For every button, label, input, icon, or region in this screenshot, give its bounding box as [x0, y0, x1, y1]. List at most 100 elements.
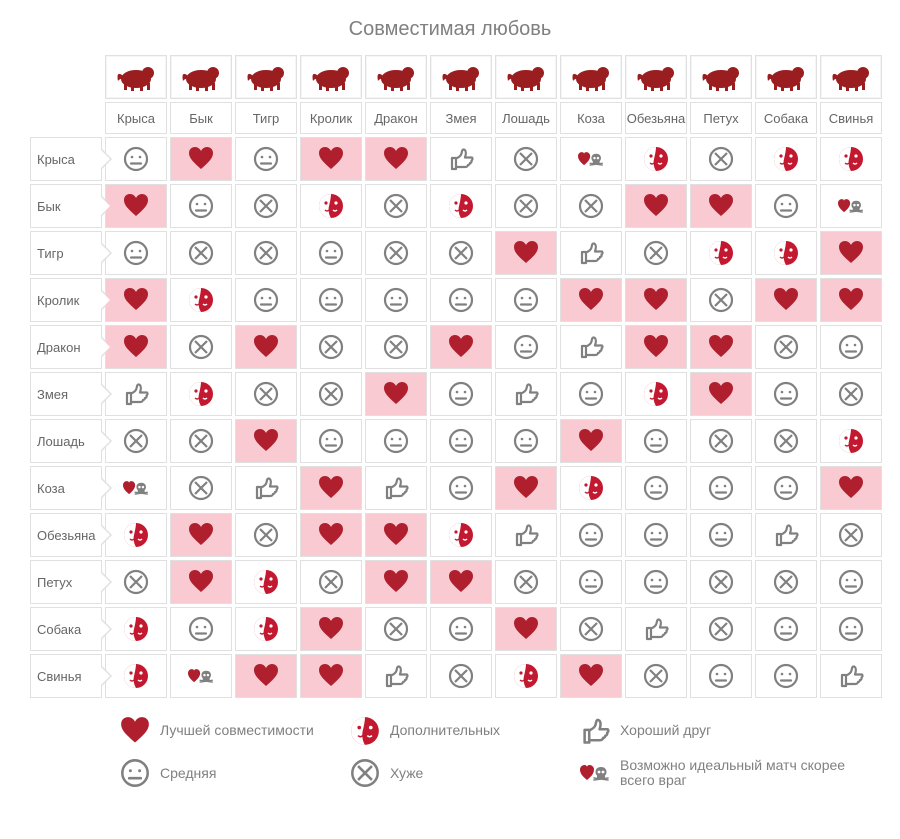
cell-8-11: [820, 513, 882, 557]
cell-9-9: [690, 560, 752, 604]
cell-4-5: [430, 325, 492, 369]
cell-11-2: [235, 654, 297, 698]
cell-4-4: [365, 325, 427, 369]
cell-0-8: [625, 137, 687, 181]
cell-0-4: [365, 137, 427, 181]
cell-9-1: [170, 560, 232, 604]
cell-1-8: [625, 184, 687, 228]
cell-11-8: [625, 654, 687, 698]
col-label-10: Собака: [755, 102, 817, 134]
cell-5-0: [105, 372, 167, 416]
cell-10-0: [105, 607, 167, 651]
cell-3-0: [105, 278, 167, 322]
cell-5-3: [300, 372, 362, 416]
cell-0-9: [690, 137, 752, 181]
cell-9-11: [820, 560, 882, 604]
col-icon-1: [170, 55, 232, 99]
cell-0-11: [820, 137, 882, 181]
cell-1-6: [495, 184, 557, 228]
cell-5-1: [170, 372, 232, 416]
legend-neutral: Средняя: [120, 758, 340, 789]
cell-3-9: [690, 278, 752, 322]
cell-11-6: [495, 654, 557, 698]
col-icon-5: [430, 55, 492, 99]
cell-6-9: [690, 419, 752, 463]
cell-5-2: [235, 372, 297, 416]
col-icon-10: [755, 55, 817, 99]
col-label-5: Змея: [430, 102, 492, 134]
cell-3-8: [625, 278, 687, 322]
col-label-3: Кролик: [300, 102, 362, 134]
row-label-3: Кролик: [30, 278, 102, 322]
cell-3-6: [495, 278, 557, 322]
col-label-9: Петух: [690, 102, 752, 134]
cell-8-7: [560, 513, 622, 557]
cell-8-9: [690, 513, 752, 557]
row-label-0: Крыса: [30, 137, 102, 181]
cell-4-3: [300, 325, 362, 369]
cell-10-9: [690, 607, 752, 651]
cell-1-0: [105, 184, 167, 228]
col-icon-2: [235, 55, 297, 99]
cell-5-9: [690, 372, 752, 416]
cell-7-1: [170, 466, 232, 510]
cell-2-6: [495, 231, 557, 275]
cell-10-1: [170, 607, 232, 651]
cell-5-10: [755, 372, 817, 416]
row-label-2: Тигр: [30, 231, 102, 275]
cell-10-3: [300, 607, 362, 651]
cell-0-1: [170, 137, 232, 181]
cell-1-9: [690, 184, 752, 228]
page-title: Совместимая любовь: [10, 18, 890, 41]
cell-7-11: [820, 466, 882, 510]
cell-2-7: [560, 231, 622, 275]
cell-4-2: [235, 325, 297, 369]
row-label-6: Лошадь: [30, 419, 102, 463]
cell-6-10: [755, 419, 817, 463]
cell-11-4: [365, 654, 427, 698]
col-label-1: Бык: [170, 102, 232, 134]
cell-9-10: [755, 560, 817, 604]
cell-4-8: [625, 325, 687, 369]
cell-6-4: [365, 419, 427, 463]
cell-4-9: [690, 325, 752, 369]
cell-6-3: [300, 419, 362, 463]
cell-8-2: [235, 513, 297, 557]
cell-8-6: [495, 513, 557, 557]
cell-1-10: [755, 184, 817, 228]
cell-7-9: [690, 466, 752, 510]
col-label-7: Коза: [560, 102, 622, 134]
cell-4-7: [560, 325, 622, 369]
cell-7-4: [365, 466, 427, 510]
cell-1-1: [170, 184, 232, 228]
cell-2-10: [755, 231, 817, 275]
row-label-1: Бык: [30, 184, 102, 228]
legend-cross: Хуже: [350, 758, 570, 789]
cell-6-11: [820, 419, 882, 463]
cell-9-7: [560, 560, 622, 604]
legend-heart: Лучшей совместимости: [120, 716, 340, 746]
cell-9-6: [495, 560, 557, 604]
compatibility-grid: КрысаБыкТигрКроликДраконЗмеяЛошадьКозаОб…: [30, 55, 890, 698]
cell-6-6: [495, 419, 557, 463]
cell-11-11: [820, 654, 882, 698]
col-icon-3: [300, 55, 362, 99]
cell-6-5: [430, 419, 492, 463]
cell-10-2: [235, 607, 297, 651]
cell-11-0: [105, 654, 167, 698]
cell-1-7: [560, 184, 622, 228]
legend-label-neutral: Средняя: [160, 766, 216, 781]
cell-6-1: [170, 419, 232, 463]
cell-7-3: [300, 466, 362, 510]
cell-4-10: [755, 325, 817, 369]
row-label-11: Свинья: [30, 654, 102, 698]
col-icon-9: [690, 55, 752, 99]
cell-4-0: [105, 325, 167, 369]
cell-9-5: [430, 560, 492, 604]
cell-2-2: [235, 231, 297, 275]
cell-2-9: [690, 231, 752, 275]
legend: Лучшей совместимостиДополнительныхХороши…: [120, 716, 890, 789]
cell-3-1: [170, 278, 232, 322]
cell-8-3: [300, 513, 362, 557]
cell-3-3: [300, 278, 362, 322]
